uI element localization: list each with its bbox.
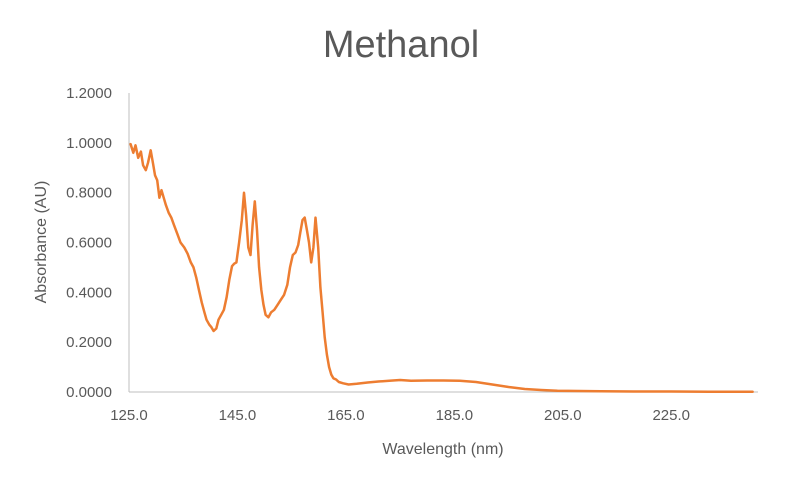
y-tick-label: 0.0000 [66, 384, 112, 401]
y-axis-tick-labels: 0.0000 0.2000 0.4000 0.6000 0.8000 1.0000 1.20… [66, 85, 112, 401]
x-tick-label: 145.0 [219, 407, 257, 424]
y-tick-label: 0.4000 [66, 284, 112, 301]
y-tick-label: 0.2000 [66, 334, 112, 351]
y-tick-label: 0.6000 [66, 235, 112, 252]
y-tick-label: 1.2000 [66, 85, 112, 102]
x-tick-label: 125.0 [110, 407, 148, 424]
x-tick-label: 185.0 [436, 407, 474, 424]
series-line-methanol [129, 142, 754, 394]
x-tick-label: 205.0 [544, 407, 582, 424]
x-tick-label: 225.0 [652, 407, 690, 424]
chart-title: Methanol [323, 24, 479, 66]
y-tick-label: 0.8000 [66, 185, 112, 202]
x-tick-label: 165.0 [327, 407, 365, 424]
y-tick-label: 1.0000 [66, 135, 112, 152]
y-axis-label: Absorbance (AU) [33, 181, 50, 304]
x-axis-label: Wavelength (nm) [382, 441, 503, 458]
x-axis-tick-labels: 125.0 145.0 165.0 185.0 205.0 225.0 [110, 407, 690, 424]
